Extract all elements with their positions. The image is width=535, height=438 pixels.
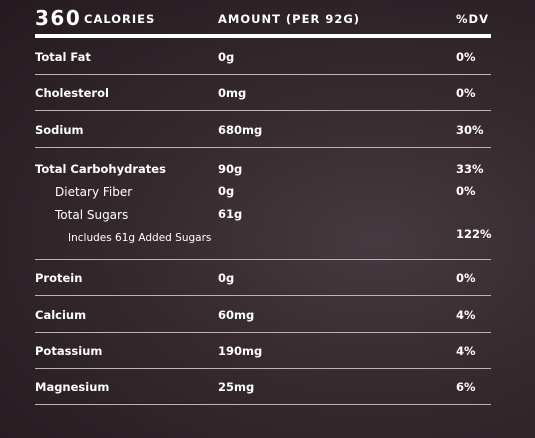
potassium-dv: 4%	[456, 344, 476, 358]
sodium-dv: 30%	[456, 123, 484, 137]
total-fat-label: Total Fat	[35, 50, 91, 64]
cholesterol-amount: 0mg	[218, 86, 247, 100]
sodium-amount: 680mg	[218, 123, 263, 137]
protein-amount: 0g	[218, 271, 235, 285]
total-fat-amount: 0g	[218, 50, 235, 64]
calories-label: CALORIES	[84, 12, 156, 26]
magnesium-dv: 6%	[456, 380, 476, 394]
total-sugars-amount: 61g	[218, 207, 243, 221]
magnesium-amount: 25mg	[218, 380, 255, 394]
row-divider	[35, 332, 491, 333]
total-sugars-label: Total Sugars	[55, 208, 129, 222]
header-divider	[35, 34, 491, 38]
protein-label: Protein	[35, 271, 83, 285]
total-carbohydrates-label: Total Carbohydrates	[35, 162, 166, 176]
calcium-amount: 60mg	[218, 308, 255, 322]
added-sugars-dv: 122%	[456, 227, 492, 241]
calcium-dv: 4%	[456, 308, 476, 322]
row-divider	[35, 259, 491, 260]
row-divider	[35, 404, 491, 405]
total-carbohydrates-amount: 90g	[218, 162, 243, 176]
row-divider	[35, 110, 491, 111]
added-sugars-label: Includes 61g Added Sugars	[68, 232, 212, 244]
row-divider	[35, 74, 491, 75]
cholesterol-label: Cholesterol	[35, 86, 109, 100]
amount-column-heading: AMOUNT (PER 92G)	[218, 12, 361, 26]
row-divider	[35, 368, 491, 369]
calcium-label: Calcium	[35, 308, 87, 322]
sodium-label: Sodium	[35, 123, 84, 137]
protein-dv: 0%	[456, 271, 476, 285]
calories-value: 360	[35, 6, 82, 30]
cholesterol-dv: 0%	[456, 86, 476, 100]
dietary-fiber-amount: 0g	[218, 184, 235, 198]
potassium-amount: 190mg	[218, 344, 263, 358]
row-divider	[35, 295, 491, 296]
nutrition-facts-panel: 360 CALORIES AMOUNT (PER 92G) %DV Total …	[35, 0, 492, 438]
row-divider	[35, 147, 491, 148]
nutrition-header: 360 CALORIES AMOUNT (PER 92G) %DV	[35, 0, 491, 38]
dietary-fiber-dv: 0%	[456, 184, 476, 198]
magnesium-label: Magnesium	[35, 380, 110, 394]
daily-value-column-heading: %DV	[456, 12, 489, 26]
dietary-fiber-label: Dietary Fiber	[55, 185, 133, 199]
total-carbohydrates-dv: 33%	[456, 162, 484, 176]
total-fat-dv: 0%	[456, 50, 476, 64]
potassium-label: Potassium	[35, 344, 103, 358]
